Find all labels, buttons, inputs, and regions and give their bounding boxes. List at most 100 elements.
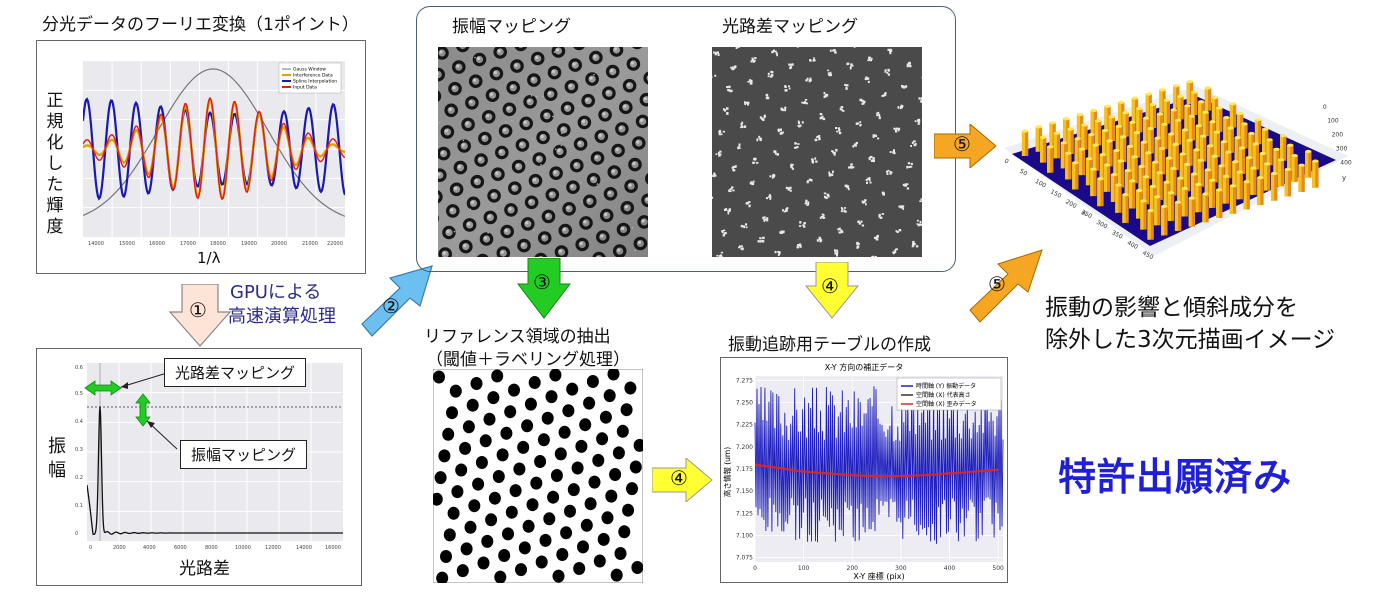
vib-xtick-4: 400 <box>944 565 956 572</box>
step4-arrow-down <box>804 262 860 319</box>
vib-legend-0: 時間軸 (Y) 振動データ <box>916 382 976 390</box>
step3-badge: ③ <box>533 270 551 294</box>
iso-xtick-6: 300 <box>1095 219 1109 231</box>
vib-legend: 時間軸 (Y) 振動データ 空間軸 (X) 代表高さ 空間軸 (X) 歪みデータ <box>896 377 1002 411</box>
vib-ytick-1: 7.100 <box>736 532 753 539</box>
callout-opd-mapping: 光路差マッピング <box>164 358 307 387</box>
amp-ytick-6: 0.6 <box>75 365 83 371</box>
iso-ytick-2: 200 <box>1332 132 1344 139</box>
amp-map-image <box>438 47 648 257</box>
amp-xtick-6: 12000 <box>265 545 281 551</box>
opd-map-image <box>712 47 922 257</box>
vib-ylabel: 高さ情報 (um) <box>722 447 732 497</box>
result-line1: 振動の影響と傾斜成分を <box>1045 295 1298 321</box>
fft-xtick-1: 15000 <box>119 241 135 247</box>
vib-xtick-5: 500 <box>992 565 1004 572</box>
callout-pointers <box>120 372 178 450</box>
fft-xlabel: 1/λ <box>197 249 221 267</box>
amp-xtick-5: 10000 <box>235 545 251 551</box>
fft-title: 分光データのフーリエ変換（1ポイント） <box>42 15 359 35</box>
vib-ytick-5: 7.200 <box>736 444 753 451</box>
amp-xtick-0: 0 <box>89 545 92 551</box>
fft-xtick-6: 20000 <box>271 241 287 247</box>
gpu-line1: GPUによる <box>230 282 322 303</box>
step5-arrow-right <box>934 124 997 168</box>
vib-chart: X-Y 方向の補正データ 7.075 7.100 7.125 7.150 7.175 7.… <box>722 362 1004 581</box>
vib-legend-2: 空間軸 (X) 歪みデータ <box>916 400 977 408</box>
amp-xtick-2: 4000 <box>143 545 156 551</box>
step1-arrow <box>168 284 232 347</box>
vib-panel: X-Y 方向の補正データ 7.075 7.100 7.125 7.150 7.175 7.… <box>720 357 1008 583</box>
amp-xtick-8: 16000 <box>325 545 341 551</box>
amp-xtick-7: 14000 <box>296 545 312 551</box>
iso-x-label: x <box>1082 209 1086 217</box>
vib-ytick-6: 7.225 <box>736 422 753 429</box>
fft-xtick-3: 17000 <box>180 241 196 247</box>
opd-map-title: 光路差マッピング <box>722 17 858 37</box>
step5-badge-diag: ⑤ <box>988 272 1006 296</box>
vib-xtick-2: 200 <box>847 565 859 572</box>
iso-xtick-4: 200 <box>1064 198 1078 210</box>
iso-xtick-2: 100 <box>1034 178 1048 190</box>
iso-xtick-0: 0 <box>1003 158 1010 166</box>
iso-ytick-3: 300 <box>1336 146 1348 153</box>
fft-plot: Gauss Window Interference Data Spline In… <box>83 61 345 237</box>
vib-ytick-7: 7.250 <box>736 400 753 407</box>
fft-xtick-7: 21000 <box>302 241 318 247</box>
fft-xtick-2: 16000 <box>149 241 165 247</box>
amp-ytick-2: 0.2 <box>75 475 83 481</box>
gpu-line2: 高速演算処理 <box>228 306 336 327</box>
vib-xlabel: X-Y 座標 (pix) <box>853 571 904 581</box>
ref-binary-image <box>433 369 643 583</box>
fft-legend: Gauss Window Interference Data Spline In… <box>278 62 342 94</box>
amp-xtick-1: 2000 <box>113 545 126 551</box>
fft-xtick-8: 22000 <box>327 241 343 247</box>
amp-ytick-0: 0 <box>75 531 78 537</box>
opd-double-arrow <box>84 380 122 396</box>
step4-arrow-right <box>652 458 713 502</box>
vib-ytick-8: 7.275 <box>736 377 753 384</box>
amp-double-arrow <box>135 393 151 427</box>
fft-xtick-5: 19000 <box>241 241 257 247</box>
step4-badge-right: ④ <box>670 466 688 490</box>
vib-ytick-4: 7.175 <box>736 466 753 473</box>
step5-arrow-diag <box>969 249 1043 323</box>
vib-legend-1: 空間軸 (X) 代表高さ <box>916 391 971 399</box>
ref-title-2: （閾値＋ラベリング処理） <box>426 350 630 370</box>
fft-legend-3: Input Data <box>293 85 317 91</box>
amp-panel: 0 0.1 0.2 0.3 0.4 0.5 0.6 0 2000 4000 60… <box>36 348 362 586</box>
fft-panel: Gauss Window Interference Data Spline In… <box>36 40 366 274</box>
vib-ytick-2: 7.125 <box>736 510 753 517</box>
iso-ytick-1: 100 <box>1327 118 1339 125</box>
amp-ytick-5: 0.5 <box>75 391 83 397</box>
vib-xtick-1: 100 <box>798 565 810 572</box>
amp-xtick-4: 8000 <box>205 545 218 551</box>
step3-arrow <box>516 258 572 319</box>
ref-title-1: リファレンス領域の抽出 <box>424 327 611 347</box>
fft-xtick-0: 14000 <box>88 241 104 247</box>
amp-map-title: 振幅マッピング <box>452 17 571 37</box>
vib-ytick-0: 7.075 <box>736 555 753 562</box>
step2-arrow <box>361 265 433 337</box>
fft-legend-0: Gauss Window <box>293 67 326 73</box>
iso-xtick-5: 250 <box>1080 209 1094 221</box>
iso-xtick-7: 350 <box>1110 229 1124 241</box>
amp-ylabel: 振幅 <box>48 436 66 481</box>
vib-title: 振動追跡用テーブルの作成 <box>728 335 931 355</box>
step5-badge-right: ⑤ <box>953 132 971 156</box>
fft-legend-1: Interference Data <box>293 73 333 79</box>
iso-ytick-0: 0 <box>1323 104 1327 111</box>
iso-xtick-8: 400 <box>1126 239 1140 251</box>
amp-ytick-3: 0.3 <box>75 447 83 453</box>
fft-ylabel: 正規化した輝度 <box>46 91 64 237</box>
vib-ytick-3: 7.150 <box>736 488 753 495</box>
amp-ytick-4: 0.4 <box>75 419 83 425</box>
step4-badge-down: ④ <box>821 274 839 298</box>
step2-badge: ② <box>382 294 400 318</box>
result-line2: 除外した3次元描画イメージ <box>1045 327 1336 353</box>
iso-xtick-9: 450 <box>1141 250 1155 262</box>
iso-xtick-3: 150 <box>1049 188 1063 200</box>
amp-xlabel: 光路差 <box>179 559 230 579</box>
fft-legend-2: Spline Interpolation <box>293 79 337 85</box>
